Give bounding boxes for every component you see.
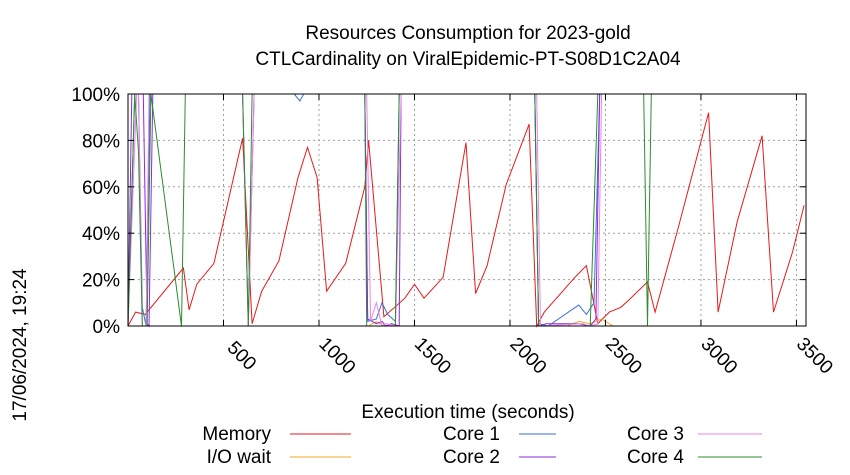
x-tick-label: 3500 [792,334,837,379]
chart-title-line1: Resources Consumption for 2023-gold [305,23,630,44]
series-line-memory [127,112,805,328]
plot-frame [127,93,807,327]
legend-label-memory: Memory [202,424,271,445]
timestamp-label: 17/06/2024, 19:24 [10,268,31,422]
x-tick-label: 500 [223,337,260,374]
y-tick-label: 80% [82,131,120,152]
legend-label-core-4: Core 4 [627,447,684,468]
y-tick-label: 20% [82,271,120,292]
x-tick-label: 2000 [505,334,550,379]
chart-title-line2: CTLCardinality on ViralEpidemic-PT-S08D1… [255,49,681,70]
series-line-core-3 [127,93,805,327]
legend-label-core-2: Core 2 [443,447,500,468]
legend-label-i-o-wait: I/O wait [207,447,272,468]
x-axis-label: Execution time (seconds) [361,402,574,423]
y-tick-label: 40% [82,224,120,245]
y-axis-ticks: 0% 20% 40% 60% 80% 100% [71,85,806,338]
series-line-core-2 [127,93,805,328]
plot-grid [128,94,806,326]
y-tick-label: 0% [93,317,121,338]
series-line-core-4 [127,93,805,327]
x-tick-label: 3000 [696,334,741,379]
y-tick-label: 100% [71,85,120,106]
legend-label-core-3: Core 3 [627,424,684,445]
x-tick-label: 2500 [601,334,646,379]
series-line-core-1 [127,93,805,327]
x-tick-label: 1000 [315,334,360,379]
series-layer [127,93,805,328]
y-tick-label: 60% [82,178,120,199]
legend-label-core-1: Core 1 [443,424,500,445]
x-tick-label: 1500 [410,334,455,379]
series-line-i-o-wait [128,318,805,327]
